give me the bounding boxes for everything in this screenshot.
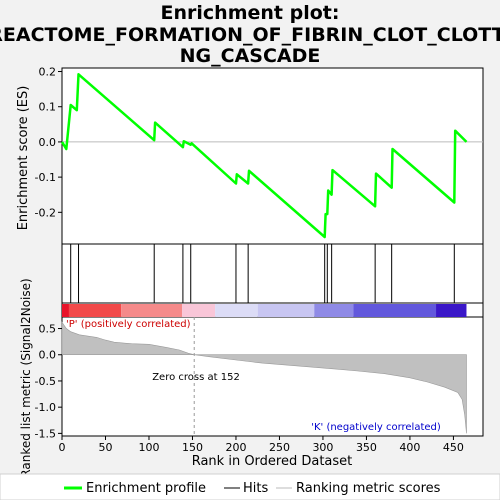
x-tick-label: 200 bbox=[225, 441, 246, 454]
x-tick-label: 0 bbox=[59, 441, 66, 454]
heatmap-layer bbox=[62, 304, 467, 317]
es-ytick-label: 0.1 bbox=[39, 101, 57, 114]
rank-ytick-label: -1.5 bbox=[35, 427, 56, 440]
heatmap-segment bbox=[121, 304, 183, 317]
rank-ytick-label: 0.0 bbox=[39, 349, 57, 362]
x-axis-label: Rank in Ordered Dataset bbox=[192, 454, 353, 469]
x-tick-label: 250 bbox=[269, 441, 290, 454]
hits-panel bbox=[61, 243, 484, 304]
ranking-metric-area bbox=[61, 321, 467, 434]
rank-ytick-label: -0.5 bbox=[35, 375, 56, 388]
positive-correlation-label: 'P' (positively correlated) bbox=[66, 319, 191, 330]
chart-title-line-3: NG_CASCADE bbox=[180, 45, 321, 67]
es-axis-label: Enrichment score (ES) bbox=[16, 86, 31, 231]
heatmap-segment bbox=[62, 304, 69, 317]
x-tick-label: 50 bbox=[98, 441, 112, 454]
rank-ytick-label: 0.5 bbox=[39, 323, 57, 336]
enrichment-profile-line bbox=[60, 73, 468, 239]
hits-layer bbox=[70, 244, 455, 303]
rank-layer: 0.5 0.0 -0.5 -1.0 -1.5 bbox=[35, 317, 467, 440]
heatmap-segment bbox=[215, 304, 258, 317]
heatmap-segment bbox=[314, 304, 354, 317]
heatmap-segment bbox=[182, 304, 216, 317]
chart-title-line-1: Enrichment plot: bbox=[161, 2, 340, 24]
legend-box bbox=[0, 473, 500, 500]
x-tick-label: 450 bbox=[443, 441, 464, 454]
es-panel bbox=[61, 67, 484, 245]
x-tick-label: 350 bbox=[356, 441, 377, 454]
es-layer: 0.2 0.1 0.0 -0.1 -0.2 bbox=[35, 66, 483, 239]
es-ytick-label: -0.1 bbox=[35, 171, 56, 184]
x-tick-label: 300 bbox=[312, 441, 333, 454]
x-tick-label: 100 bbox=[138, 441, 159, 454]
es-ytick-label: -0.2 bbox=[35, 206, 56, 219]
heatmap-segment bbox=[353, 304, 437, 317]
x-tick-label: 150 bbox=[182, 441, 203, 454]
x-axis: 0 50 100 150 200 250 300 350 400 450 bbox=[59, 436, 464, 454]
heatmap-segment bbox=[257, 304, 315, 317]
legend: Enrichment profile Hits Ranking metric s… bbox=[0, 473, 500, 500]
zero-cross-label: Zero cross at 152 bbox=[152, 372, 240, 383]
rank-axis-label: Ranked list metric (Signal2Noise) bbox=[19, 278, 33, 477]
legend-profile-label: Enrichment profile bbox=[86, 481, 206, 496]
es-ytick-label: 0.0 bbox=[39, 136, 57, 149]
chart-title-line-2: REACTOME_FORMATION_OF_FIBRIN_CLOT_CLOTTI bbox=[0, 24, 500, 46]
legend-hits-label: Hits bbox=[243, 481, 268, 496]
x-tick-label: 400 bbox=[399, 441, 420, 454]
legend-metric-label: Ranking metric scores bbox=[296, 481, 441, 496]
es-ytick-label: 0.2 bbox=[39, 66, 57, 79]
rank-ytick-label: -1.0 bbox=[35, 401, 56, 414]
heatmap-segment bbox=[436, 304, 467, 317]
heatmap-segment bbox=[68, 304, 122, 317]
negative-correlation-label: 'K' (negatively correlated) bbox=[311, 422, 441, 433]
